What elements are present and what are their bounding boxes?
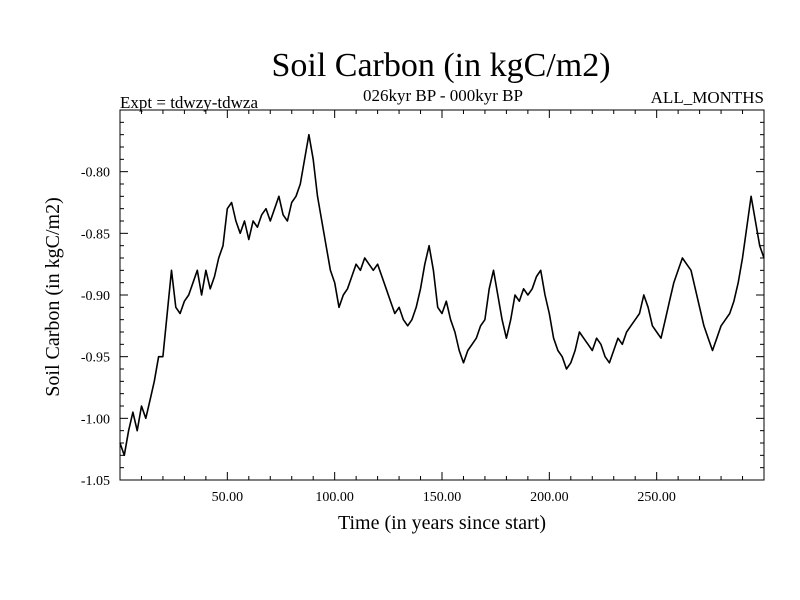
x-tick-label: 250.00 xyxy=(637,490,676,505)
axis-ticks xyxy=(120,110,764,480)
y-tick-label: -0.85 xyxy=(81,227,110,242)
y-tick-label: -0.90 xyxy=(81,289,110,304)
x-tick-label: 50.00 xyxy=(212,490,244,505)
y-tick-label: -1.05 xyxy=(81,474,110,489)
experiment-label: Expt = tdwzy-tdwza xyxy=(120,93,258,112)
y-tick-labels: -1.05 -1.00 -0.95 -0.90 -0.85 -0.80 xyxy=(81,166,110,489)
x-axis-label: Time (in years since start) xyxy=(338,512,546,534)
chart-title: Soil Carbon (in kgC/m2) xyxy=(271,47,610,84)
plot-frame xyxy=(119,109,765,481)
chart-subtitle: 026kyr BP - 000kyr BP xyxy=(363,86,523,105)
x-tick-label: 150.00 xyxy=(423,490,462,505)
x-tick-label: 100.00 xyxy=(315,490,354,505)
x-tick-labels: 50.00 100.00 150.00 200.00 250.00 xyxy=(212,490,676,505)
y-tick-label: -0.95 xyxy=(81,351,110,366)
y-tick-label: -1.00 xyxy=(81,412,110,427)
months-label: ALL_MONTHS xyxy=(651,88,764,107)
soil-carbon-line xyxy=(119,133,765,457)
x-tick-label: 200.00 xyxy=(530,490,569,505)
y-axis-label: Soil Carbon (in kgC/m2) xyxy=(42,197,64,396)
y-tick-label: -0.80 xyxy=(81,166,110,181)
